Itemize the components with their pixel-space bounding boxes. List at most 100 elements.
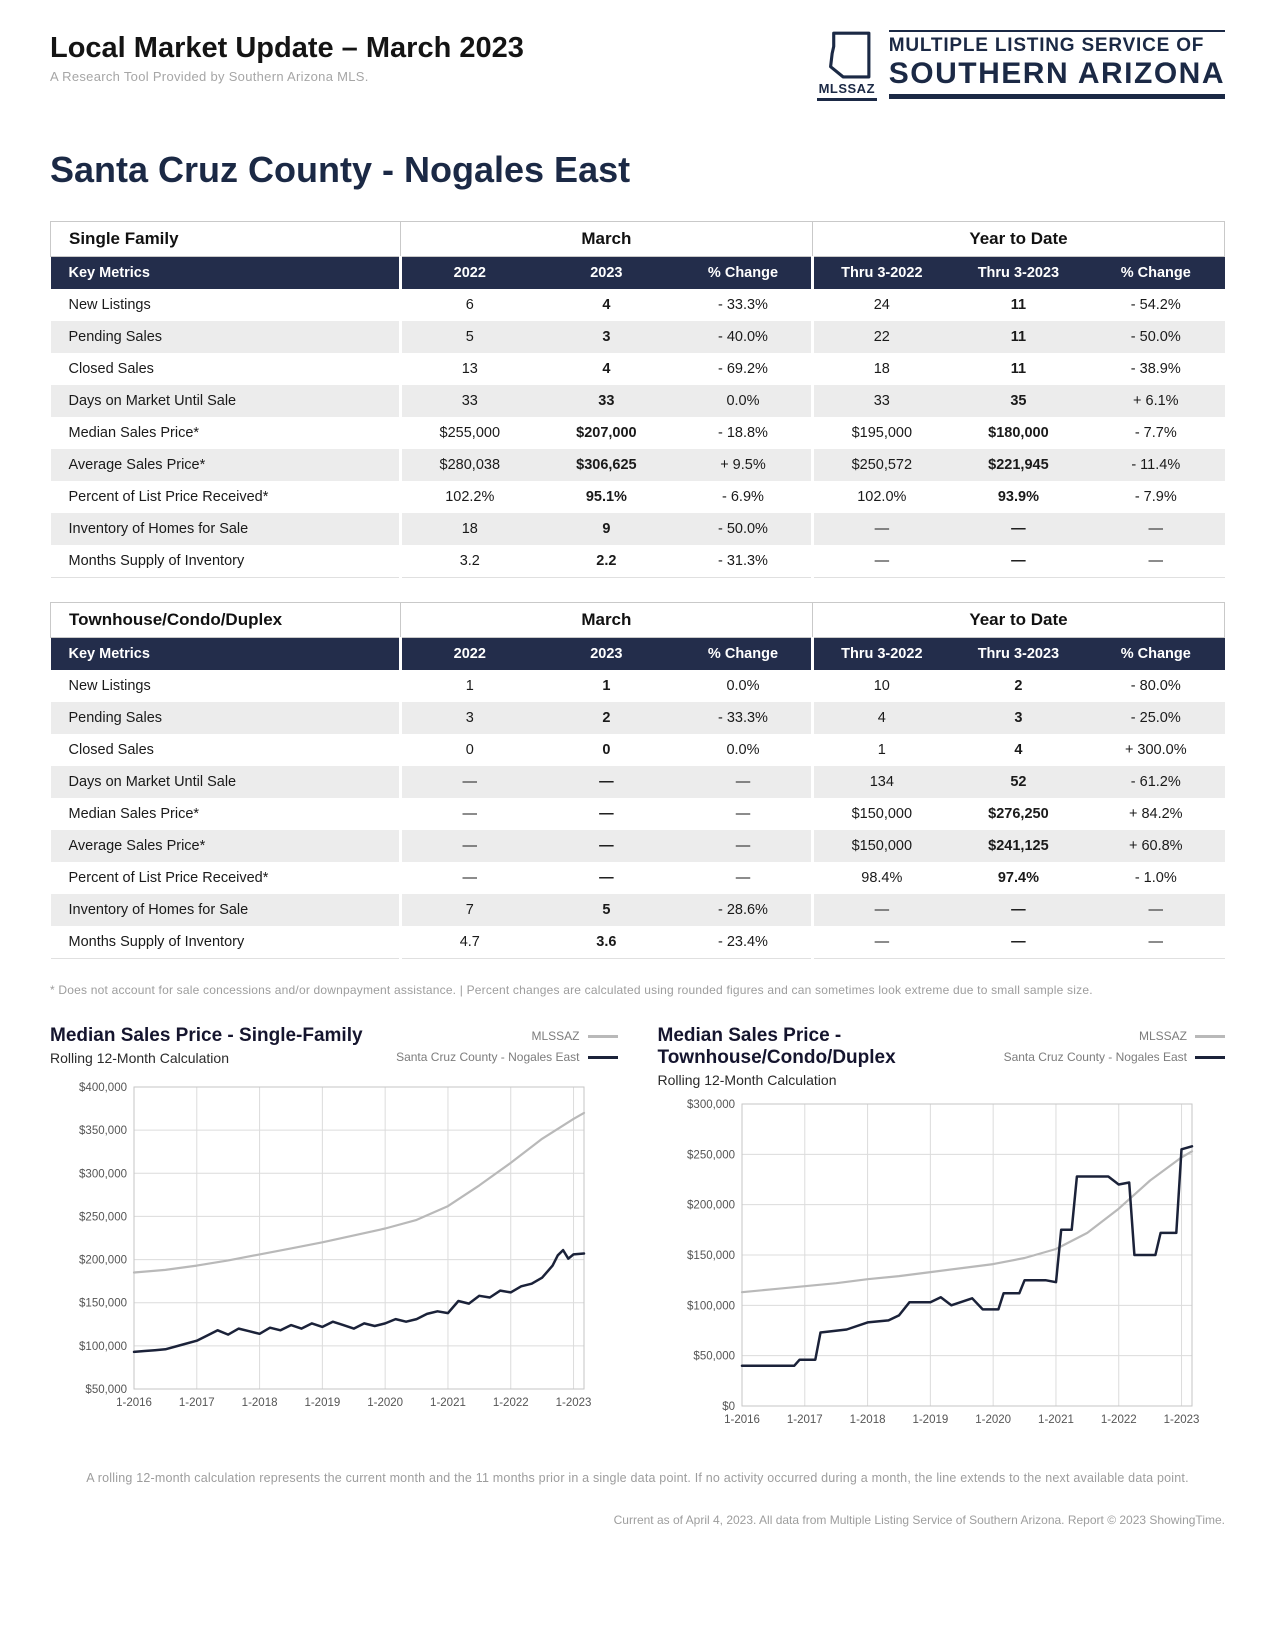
region-title: Santa Cruz County - Nogales East bbox=[50, 149, 631, 190]
legend-label: Santa Cruz County - Nogales East bbox=[396, 1050, 580, 1064]
value-cell: 11 bbox=[1010, 297, 1027, 313]
metric-label: Closed Sales bbox=[68, 742, 154, 758]
value-cell: - 38.9% bbox=[1130, 361, 1181, 377]
value-cell: 0.0% bbox=[726, 393, 760, 409]
value-cell: 3 bbox=[1014, 710, 1023, 726]
legend-label: MLSSAZ bbox=[531, 1029, 580, 1043]
svg-text:1-2021: 1-2021 bbox=[430, 1397, 466, 1409]
metric-label: Pending Sales bbox=[68, 710, 163, 726]
metric-label: New Listings bbox=[68, 678, 151, 694]
value-cell: $241,125 bbox=[988, 838, 1049, 854]
metric-label: Months Supply of Inventory bbox=[68, 934, 245, 950]
value-cell: 102.0% bbox=[810, 481, 950, 513]
svg-text:1-2016: 1-2016 bbox=[724, 1414, 760, 1426]
report-header: Local Market Update – March 2023 A Resea… bbox=[50, 28, 1225, 101]
line-chart-single-family: $50,000 $100,000 $150,000 $200,000 $250,000 $… bbox=[50, 1077, 618, 1438]
value-cell: 11 bbox=[1010, 329, 1027, 345]
col-header-2022: 2022 bbox=[398, 256, 538, 289]
svg-text:$100,000: $100,000 bbox=[79, 1341, 127, 1353]
value-cell: 1 bbox=[602, 678, 611, 694]
value-cell: $250,572 bbox=[810, 449, 950, 481]
value-cell: — bbox=[599, 806, 614, 822]
table-row: Pending Sales 3 2 - 33.3% 4 3 - 25.0% bbox=[50, 702, 1225, 734]
value-cell: - 80.0% bbox=[1130, 678, 1181, 694]
value-cell: - 28.6% bbox=[717, 902, 768, 918]
value-cell: — bbox=[1148, 521, 1164, 537]
value-cell: 134 bbox=[810, 766, 950, 798]
value-cell: 97.4% bbox=[997, 870, 1039, 886]
metric-label: Inventory of Homes for Sale bbox=[68, 902, 249, 918]
svg-text:1-2022: 1-2022 bbox=[493, 1397, 529, 1409]
line-chart-townhouse-condo: $0 $50,000 $100,000 $150,000 $200,000 $250,00… bbox=[658, 1094, 1226, 1455]
value-cell: - 11.4% bbox=[1131, 457, 1181, 473]
svg-text:$0: $0 bbox=[722, 1401, 735, 1413]
svg-text:1-2019: 1-2019 bbox=[304, 1397, 340, 1409]
chart-townhouse-condo: Median Sales Price - Townhouse/Condo/Dup… bbox=[657, 1025, 1226, 1455]
value-cell: 3 bbox=[602, 329, 611, 345]
col-header-key-metrics: Key Metrics bbox=[50, 256, 401, 289]
value-cell: - 50.0% bbox=[717, 521, 768, 537]
col-header-thru-2022: Thru 3-2022 bbox=[810, 256, 950, 289]
svg-text:$250,000: $250,000 bbox=[687, 1149, 735, 1161]
col-header-key-metrics: Key Metrics bbox=[50, 637, 401, 670]
value-cell: - 7.7% bbox=[1134, 425, 1177, 441]
value-cell: 33 bbox=[598, 393, 615, 409]
table-row: New Listings 1 1 0.0% 10 2 - 80.0% bbox=[51, 670, 1225, 702]
value-cell: 10 bbox=[810, 670, 950, 702]
legend-item: MLSSAZ bbox=[1004, 1029, 1225, 1043]
table-section-row: Townhouse/Condo/Duplex March Year to Dat… bbox=[50, 602, 1226, 638]
value-cell: 2.2 bbox=[596, 553, 617, 569]
table-row: Months Supply of Inventory 4.7 3.6 - 23.4% —… bbox=[51, 926, 1225, 959]
value-cell: 3.6 bbox=[596, 934, 617, 950]
table-row: Closed Sales 0 0 0.0% 1 4 + 300.0% bbox=[51, 734, 1225, 766]
chart-legend: MLSSAZ Santa Cruz County - Nogales East bbox=[1004, 1029, 1225, 1071]
value-cell: - 31.3% bbox=[717, 553, 768, 569]
value-cell: — bbox=[810, 513, 950, 545]
value-cell: — bbox=[398, 798, 538, 830]
value-cell: 3 bbox=[398, 702, 538, 734]
metric-label: Median Sales Price* bbox=[68, 425, 200, 441]
group-header-march: March bbox=[399, 602, 813, 638]
legend-line-swatch bbox=[1195, 1034, 1225, 1038]
group-header-march: March bbox=[399, 221, 813, 257]
legend-line-swatch bbox=[1195, 1055, 1225, 1059]
header-title-block: Local Market Update – March 2023 A Resea… bbox=[50, 28, 524, 84]
table-row: Closed Sales 13 4 - 69.2% 18 11 - 38.9% bbox=[51, 353, 1225, 385]
col-header-pct-change: % Change bbox=[675, 256, 813, 289]
svg-text:$300,000: $300,000 bbox=[687, 1099, 735, 1111]
value-cell: 0.0% bbox=[726, 678, 760, 694]
mlssaz-logo: MLSSAZ MULTIPLE LISTING SERVICE OF SOUTH… bbox=[816, 30, 1225, 101]
value-cell: 7 bbox=[398, 894, 538, 926]
value-cell: $150,000 bbox=[810, 798, 950, 830]
value-cell: 98.4% bbox=[810, 862, 950, 894]
value-cell: — bbox=[599, 838, 614, 854]
value-cell: $306,625 bbox=[576, 457, 637, 473]
table-column-header-row: Key Metrics 2022 2023 % Change Thru 3-20… bbox=[50, 637, 1225, 670]
metric-label: Average Sales Price* bbox=[68, 457, 206, 473]
value-cell: 4 bbox=[602, 297, 611, 313]
value-cell: — bbox=[599, 870, 614, 886]
value-cell: + 9.5% bbox=[720, 457, 766, 473]
logo-icon-block: MLSSAZ bbox=[816, 30, 878, 101]
chart-title: Median Sales Price - Townhouse/Condo/Dup… bbox=[657, 1025, 896, 1068]
value-cell: 4 bbox=[810, 702, 950, 734]
value-cell: 102.2% bbox=[398, 481, 538, 513]
value-cell: 33 bbox=[810, 385, 950, 417]
table-row: Median Sales Price* $255,000 $207,000 - 18.… bbox=[51, 417, 1225, 449]
value-cell: 1 bbox=[398, 670, 538, 702]
value-cell: 2 bbox=[602, 710, 611, 726]
table-row: Percent of List Price Received* — — — 98.4% 9… bbox=[51, 862, 1225, 894]
svg-text:1-2020: 1-2020 bbox=[367, 1397, 403, 1409]
svg-text:$350,000: $350,000 bbox=[79, 1125, 127, 1137]
metric-label: Days on Market Until Sale bbox=[68, 774, 237, 790]
table-row: Days on Market Until Sale 33 33 0.0% 33 35 + 6… bbox=[50, 385, 1225, 417]
chart-single-family: Median Sales Price - Single-Family Rolli… bbox=[50, 1025, 618, 1455]
table-row: Average Sales Price* $280,038 $306,625 + 9.… bbox=[50, 449, 1225, 481]
value-cell: - 33.3% bbox=[717, 297, 768, 313]
col-header-2023: 2023 bbox=[537, 256, 676, 289]
report-credit: Current as of April 4, 2023. All data fr… bbox=[613, 1513, 1225, 1527]
svg-text:$200,000: $200,000 bbox=[79, 1255, 127, 1267]
value-cell: - 54.2% bbox=[1130, 297, 1181, 313]
value-cell: — bbox=[599, 774, 614, 790]
value-cell: 6 bbox=[398, 289, 538, 321]
